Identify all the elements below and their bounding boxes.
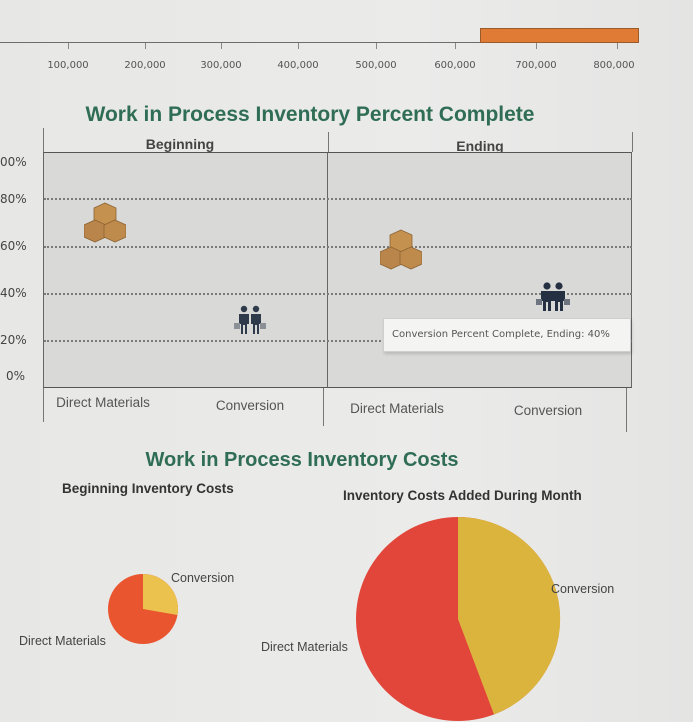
gridline-40 <box>44 293 632 295</box>
axis-tick-label: 600,000 <box>434 60 476 71</box>
plot-panel-ending <box>328 152 632 388</box>
top-axis-line <box>0 42 482 43</box>
y-tick-label: 20% <box>0 333 27 347</box>
cost-chart-title: Work in Process Inventory Costs <box>145 449 459 471</box>
axis-tick-label: 100,000 <box>47 60 89 71</box>
axis-tick-label: 500,000 <box>355 60 397 71</box>
axis-tick-label: 800,000 <box>593 60 635 71</box>
axis-tick <box>455 43 456 49</box>
workers-icon[interactable] <box>535 282 571 312</box>
gridline-20 <box>44 340 632 342</box>
axis-tick <box>145 43 146 49</box>
footer-divider <box>626 388 627 432</box>
plot-panel-beginning <box>43 152 328 388</box>
footer-divider <box>323 388 324 426</box>
tooltip: Conversion Percent Complete, Ending: 40% <box>383 318 631 352</box>
workers-icon[interactable] <box>232 305 268 335</box>
pie-label-direct-materials: Direct Materials <box>19 634 106 648</box>
beginning-costs-heading: Beginning Inventory Costs <box>62 481 234 496</box>
axis-tick-label: 700,000 <box>515 60 557 71</box>
gridline-80 <box>44 198 632 200</box>
header-divider <box>632 132 633 152</box>
added-costs-heading: Inventory Costs Added During Month <box>343 488 582 503</box>
panel-header-ending: Ending <box>456 138 504 154</box>
panel-header-beginning: Beginning <box>145 136 215 152</box>
axis-tick-label: 300,000 <box>200 60 242 71</box>
y-tick-label: 60% <box>0 239 27 253</box>
beginning-costs-pie[interactable] <box>107 573 179 645</box>
gridline-60 <box>44 246 632 248</box>
pie-label-direct-materials: Direct Materials <box>261 640 348 654</box>
top-cost-bar[interactable] <box>480 28 639 43</box>
y-tick-label: 80% <box>0 192 27 206</box>
percent-chart-title: Work in Process Inventory Percent Comple… <box>85 103 535 126</box>
axis-tick <box>68 43 69 49</box>
x-label-conversion-beginning: Conversion <box>215 398 285 413</box>
axis-tick <box>221 43 222 49</box>
pie-label-conversion: Conversion <box>171 571 235 585</box>
y-tick-label: 00% <box>0 155 27 169</box>
pie-label-conversion: Conversion <box>551 582 615 596</box>
footer-divider <box>43 388 44 422</box>
x-label-dm-beginning: Direct Materials <box>56 395 150 410</box>
y-tick-label: 40% <box>0 286 27 300</box>
x-label-dm-ending: Direct Materials <box>350 401 444 416</box>
header-divider <box>328 132 329 152</box>
axis-tick-label: 200,000 <box>124 60 166 71</box>
boxes-icon[interactable] <box>380 229 422 271</box>
y-tick-label: 0% <box>6 369 26 383</box>
header-divider <box>43 128 44 152</box>
axis-tick-label: 400,000 <box>277 60 319 71</box>
added-costs-pie[interactable] <box>355 516 561 722</box>
x-label-conversion-ending: Conversion <box>513 403 583 418</box>
axis-tick <box>376 43 377 49</box>
boxes-icon[interactable] <box>84 202 126 244</box>
axis-tick <box>536 43 537 49</box>
axis-tick <box>617 43 618 49</box>
axis-tick <box>298 43 299 49</box>
